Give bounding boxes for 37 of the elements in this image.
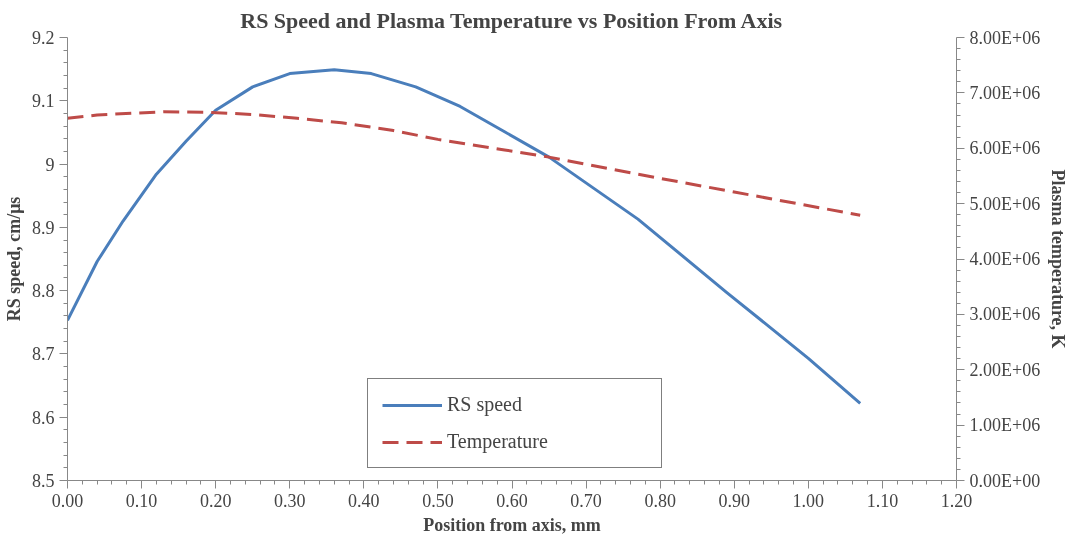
- x-tick-label: 0.20: [199, 490, 232, 511]
- y2-tick-label: 1.00E+06: [969, 415, 1041, 436]
- y2-axis-title: Plasma temperature, K: [1048, 169, 1069, 349]
- y2-tick-label: 6.00E+06: [969, 138, 1041, 159]
- y-tick-label: 9.2: [32, 28, 55, 48]
- x-tick-label: 0.80: [644, 490, 676, 511]
- y2-tick-label: 4.00E+06: [969, 249, 1041, 269]
- x-tick-label: 1.20: [940, 490, 973, 511]
- legend-label: Temperature: [447, 430, 549, 453]
- y2-tick-label: 8.00E+06: [969, 27, 1041, 48]
- y-tick-label: 8.6: [32, 407, 55, 428]
- y-tick-label: 9.1: [32, 91, 55, 112]
- y-tick-label: 8.5: [32, 471, 55, 491]
- y-tick-label: 8.7: [32, 344, 55, 365]
- x-tick-label: 1.10: [866, 490, 899, 511]
- x-tick-label: 0.10: [125, 490, 158, 511]
- x-tick-label: 0.50: [422, 490, 454, 511]
- y2-tick-label: 3.00E+06: [969, 304, 1041, 325]
- line-series: [67, 110, 862, 217]
- x-axis-title: Position from axis, mm: [423, 514, 601, 535]
- y2-tick-label: 5.00E+06: [969, 193, 1041, 214]
- y-axis-title: RS speed, cm/μs: [4, 196, 24, 322]
- x-tick-label: 0.00: [51, 490, 84, 511]
- y-tick-label: 8.8: [32, 281, 55, 302]
- x-tick-label: 0.60: [496, 490, 528, 511]
- chart-title: RS Speed and Plasma Temperature vs Position From Axis: [240, 7, 783, 33]
- x-tick-label: 0.70: [570, 490, 602, 511]
- y2-tick-label: 2.00E+06: [969, 359, 1041, 380]
- y-tick-label: 9: [45, 154, 55, 175]
- x-tick-label: 0.90: [718, 490, 750, 511]
- legend-label: RS speed: [447, 393, 523, 416]
- x-tick-label: 0.30: [274, 490, 306, 511]
- x-tick-label: 1.00: [792, 490, 825, 511]
- y2-tick-label: 7.00E+06: [969, 82, 1041, 103]
- y2-tick-label: 0.00E+00: [969, 470, 1041, 491]
- x-tick-label: 0.40: [348, 490, 380, 511]
- y-tick-label: 8.9: [32, 217, 55, 238]
